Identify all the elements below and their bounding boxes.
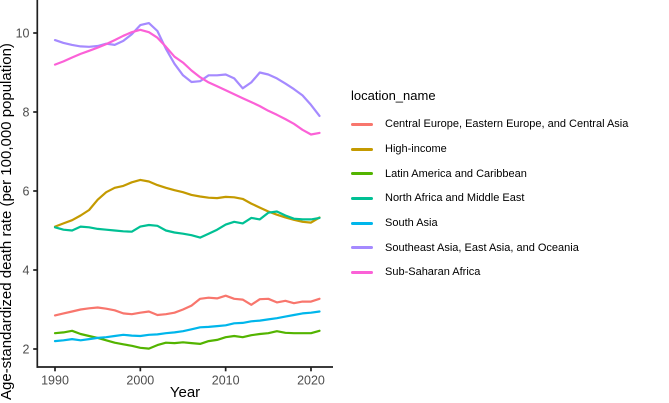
legend-key-line <box>351 122 373 126</box>
legend-item: Central Europe, Eastern Europe, and Cent… <box>351 112 628 137</box>
legend-item-label: Sub-Saharan Africa <box>385 266 481 279</box>
legend-key-line <box>351 270 373 274</box>
y-tick-label: 2 <box>23 342 30 356</box>
legend-item-label: South Asia <box>385 217 438 230</box>
x-tick-label: 2020 <box>297 374 325 388</box>
y-axis-title: Age-standardized death rate (per 100,000… <box>0 43 15 400</box>
y-tick-label: 8 <box>23 105 30 119</box>
legend-key-line <box>351 147 373 151</box>
y-tick-label: 10 <box>16 26 30 40</box>
legend-key-line <box>351 246 373 250</box>
series-line <box>53 294 321 317</box>
legend-item-label: North Africa and Middle East <box>385 192 525 205</box>
axis-layer: 2 4 6 8 10 1990 2000 2010 2020 <box>16 0 333 388</box>
legend-item-label: High-income <box>385 143 447 156</box>
x-axis-title: Year <box>170 384 200 401</box>
series-layer <box>53 22 321 350</box>
legend-item: Southeast Asia, East Asia, and Oceania <box>351 235 628 260</box>
x-tick-label: 1990 <box>41 374 69 388</box>
legend-key-line <box>351 196 373 200</box>
legend-item: North Africa and Middle East <box>351 186 628 211</box>
legend-item: High-income <box>351 137 628 162</box>
y-tick-label: 4 <box>23 263 30 277</box>
legend-item: South Asia <box>351 211 628 236</box>
legend-item: Latin America and Caribbean <box>351 161 628 186</box>
legend-items: Central Europe, Eastern Europe, and Cent… <box>351 112 628 285</box>
legend-key-line <box>351 221 373 225</box>
series-line <box>53 22 321 118</box>
legend-title: location_name <box>351 88 436 103</box>
legend-item: Sub-Saharan Africa <box>351 260 628 285</box>
series-line <box>53 178 321 228</box>
series-line <box>53 310 321 343</box>
series-line <box>53 210 321 239</box>
x-tick-label: 2000 <box>126 374 154 388</box>
legend-key-line <box>351 172 373 176</box>
y-tick-label: 6 <box>23 184 30 198</box>
legend-item-label: Southeast Asia, East Asia, and Oceania <box>385 241 579 254</box>
x-tick-label: 2010 <box>212 374 240 388</box>
legend: location_name Central Europe, Eastern Eu… <box>351 88 628 285</box>
series-line <box>53 28 321 136</box>
legend-item-label: Central Europe, Eastern Europe, and Cent… <box>385 118 629 131</box>
series-line <box>53 329 321 350</box>
legend-item-label: Latin America and Caribbean <box>385 167 527 180</box>
